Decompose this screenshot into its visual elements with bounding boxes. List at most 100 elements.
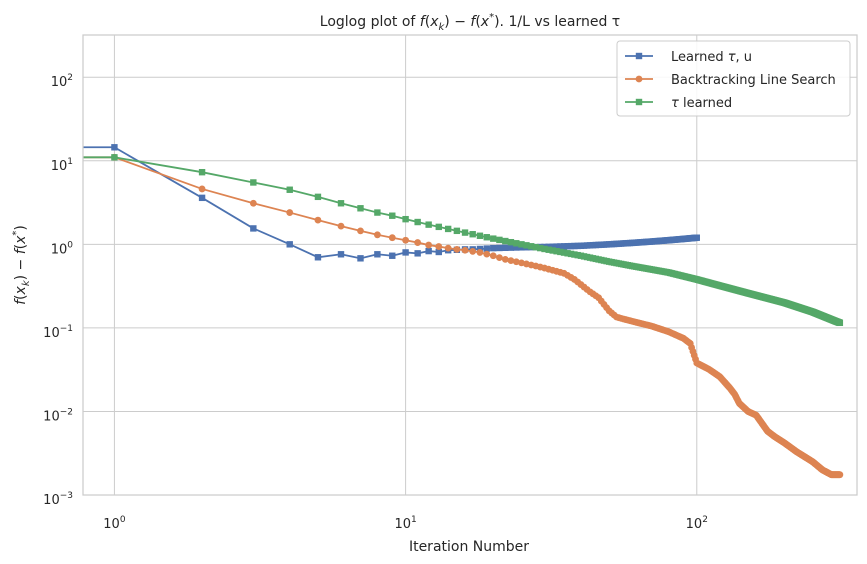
data-point	[286, 241, 293, 248]
data-point	[314, 193, 322, 201]
data-point	[567, 242, 575, 250]
legend-entry: Backtracking Line Search	[625, 73, 836, 88]
data-point	[414, 250, 421, 257]
text-part: (	[475, 14, 480, 30]
data-point	[425, 247, 432, 255]
data-point	[489, 252, 497, 260]
data-point	[553, 243, 560, 250]
data-point	[414, 239, 422, 246]
data-point	[518, 241, 525, 248]
data-point	[389, 212, 396, 219]
text-part: x	[429, 14, 439, 30]
text-part: ) −	[444, 14, 470, 30]
data-point	[402, 215, 409, 223]
data-point	[357, 255, 364, 262]
data-point	[373, 231, 381, 239]
data-point	[571, 242, 578, 250]
legend-label: τ learned	[671, 96, 732, 111]
data-point	[537, 244, 544, 252]
data-point	[402, 236, 410, 244]
data-point	[374, 251, 381, 258]
data-point	[502, 244, 509, 252]
y-tick-label: 100	[51, 240, 74, 257]
data-point	[286, 209, 294, 216]
x-axis-ticks: 100 101 102	[103, 515, 708, 532]
data-point	[496, 254, 503, 262]
data-point	[469, 247, 477, 255]
data-point	[476, 249, 484, 256]
text-part: ). 1/L vs learned	[494, 14, 612, 30]
data-point	[507, 244, 515, 251]
data-point	[512, 258, 520, 266]
x-tick-label: 102	[686, 515, 708, 532]
legend-frame	[616, 40, 851, 117]
data-point	[483, 245, 490, 252]
data-point	[435, 223, 442, 231]
data-point	[250, 225, 257, 232]
data-point	[425, 241, 433, 249]
y-tick-label: 10−1	[43, 324, 73, 341]
data-point	[541, 245, 548, 253]
legend-label: Learned τ, u	[671, 50, 752, 65]
data-point	[549, 243, 556, 250]
data-point	[496, 244, 503, 252]
text-part: (	[13, 244, 29, 249]
data-point	[314, 216, 322, 224]
text-part: *	[489, 12, 494, 23]
y-tick-label: 101	[51, 157, 73, 174]
legend-entry: τ learned	[625, 96, 732, 111]
data-point	[453, 245, 461, 253]
data-point	[461, 229, 469, 236]
legend-label: Backtracking Line Search	[671, 73, 836, 88]
data-point	[528, 243, 535, 250]
x-axis-label: Iteration Number	[409, 539, 529, 555]
data-point	[513, 240, 520, 247]
text-part: x	[480, 14, 490, 30]
y-axis-ticks: 10−3 10−2 10−1 100 101 102	[43, 73, 73, 508]
text-part: *	[11, 231, 22, 236]
data-point	[337, 251, 345, 258]
data-point	[483, 250, 491, 258]
text-part: f	[13, 247, 29, 254]
data-point	[502, 237, 509, 245]
data-point	[453, 227, 461, 235]
series-2	[83, 154, 844, 327]
data-point	[444, 225, 452, 233]
text-part: (	[13, 294, 29, 299]
text-part: x	[13, 285, 29, 295]
data-point	[836, 471, 844, 479]
data-point	[571, 251, 578, 258]
x-tick-label: 100	[103, 515, 126, 532]
data-point	[560, 243, 568, 250]
chart-title: Loglog plot of f(xk) − f(x*). 1/L vs lea…	[320, 12, 620, 33]
legend-marker	[635, 75, 643, 83]
data-point	[549, 247, 556, 254]
data-point	[490, 244, 497, 252]
data-point	[357, 205, 364, 212]
data-point	[567, 250, 575, 258]
data-point	[545, 246, 552, 253]
data-point	[374, 209, 381, 216]
data-point	[111, 144, 118, 151]
data-point	[198, 185, 206, 193]
legend: Learned τ, u Backtracking Line Search τ le…	[616, 40, 851, 117]
data-point	[402, 249, 409, 256]
text-part: f	[420, 14, 427, 30]
data-point	[560, 249, 568, 256]
data-point	[198, 168, 206, 176]
text-part: )	[13, 225, 29, 230]
data-point	[444, 244, 452, 252]
data-point	[507, 238, 515, 246]
data-point	[469, 231, 476, 238]
data-point	[490, 235, 497, 242]
data-point	[476, 245, 484, 253]
text-part: f	[13, 298, 29, 305]
text-part: ) −	[13, 254, 29, 280]
data-point	[337, 222, 345, 230]
text-part: x	[13, 235, 29, 245]
text-part: (	[425, 14, 430, 30]
y-tick-label: 10−2	[43, 407, 73, 424]
data-point	[693, 234, 700, 241]
data-point	[532, 244, 540, 251]
data-point	[557, 243, 564, 250]
